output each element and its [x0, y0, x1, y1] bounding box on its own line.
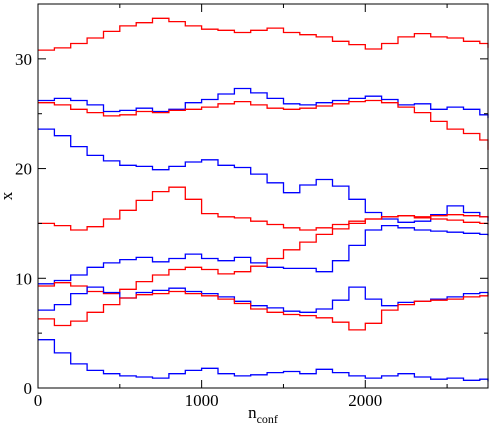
ticks-layer: 0 1000 2000 0 10 20 30	[15, 3, 488, 410]
y-tick-label: 0	[24, 379, 33, 398]
series-line-7-red	[38, 215, 489, 295]
y-tick-label: 10	[15, 269, 32, 288]
series-line-6-blue	[38, 224, 489, 285]
x-axis-label-main: n	[248, 403, 257, 422]
series-line-3-red	[38, 99, 489, 150]
y-tick-label: 20	[15, 160, 32, 179]
y-axis-label: x	[0, 191, 16, 200]
series-layer	[38, 17, 489, 382]
x-tick-label: 2000	[348, 391, 382, 410]
series-line-9-red	[38, 290, 489, 331]
x-axis-label-subscript: conf	[257, 412, 278, 426]
series-line-1-red	[38, 17, 489, 51]
x-tick-label: 0	[34, 391, 43, 410]
x-axis-label: nconf	[248, 403, 278, 426]
series-line-5-red	[38, 186, 489, 231]
series-line-2-blue	[38, 87, 489, 119]
series-line-10-blue	[38, 339, 489, 382]
series-line-4-blue	[38, 128, 489, 223]
x-tick-label: 1000	[185, 391, 219, 410]
y-tick-label: 30	[15, 50, 32, 69]
plot-frame	[37, 3, 489, 389]
